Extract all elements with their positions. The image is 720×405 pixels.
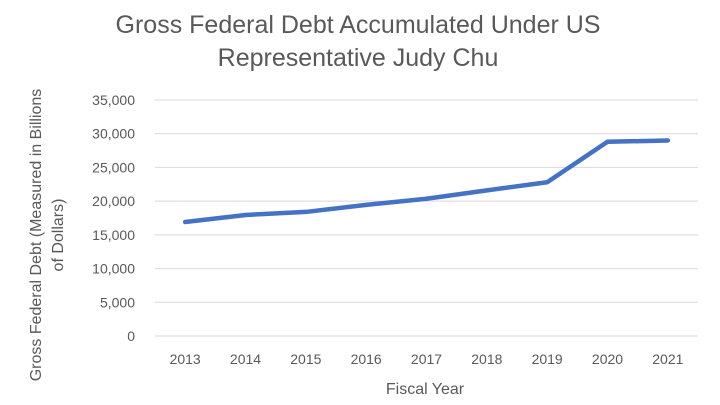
data-point bbox=[545, 180, 550, 185]
data-point bbox=[484, 188, 489, 193]
y-axis-title-line-2: of Dollars) bbox=[50, 199, 67, 272]
x-tick-label: 2019 bbox=[532, 351, 563, 367]
x-tick-label: 2013 bbox=[170, 351, 201, 367]
y-tick-label: 15,000 bbox=[92, 227, 135, 243]
x-axis-title: Fiscal Year bbox=[386, 381, 465, 398]
y-tick-label: 25,000 bbox=[92, 159, 135, 175]
x-tick-label: 2016 bbox=[351, 351, 382, 367]
data-point bbox=[183, 220, 188, 225]
x-tick-label: 2017 bbox=[411, 351, 442, 367]
y-tick-label: 20,000 bbox=[92, 193, 135, 209]
x-tick-label: 2020 bbox=[592, 351, 623, 367]
gridlines bbox=[155, 99, 698, 337]
x-axis-ticks: 2013 2014 2015 2016 2017 2018 2019 2020 2021 bbox=[170, 351, 684, 367]
series-line bbox=[182, 138, 671, 225]
data-point bbox=[424, 196, 429, 201]
data-point bbox=[243, 212, 248, 217]
y-tick-label: 30,000 bbox=[92, 126, 135, 142]
x-tick-label: 2018 bbox=[471, 351, 502, 367]
y-axis-ticks: 0 5,000 10,000 15,000 20,000 25,000 30,000 35,0… bbox=[92, 92, 135, 344]
y-axis-title-line-1: Gross Federal Debt (Measured in Billions bbox=[28, 89, 45, 382]
y-tick-label: 10,000 bbox=[92, 261, 135, 277]
x-tick-label: 2014 bbox=[230, 351, 261, 367]
y-axis-title: Gross Federal Debt (Measured in Billions… bbox=[28, 89, 67, 382]
series-group bbox=[182, 138, 671, 225]
data-point bbox=[605, 139, 610, 144]
y-tick-label: 5,000 bbox=[100, 294, 135, 310]
x-tick-label: 2021 bbox=[652, 351, 683, 367]
y-tick-label: 35,000 bbox=[92, 92, 135, 108]
chart-title-line-1: Gross Federal Debt Accumulated Under US bbox=[116, 11, 601, 39]
chart-title-line-2: Representative Judy Chu bbox=[218, 44, 499, 72]
x-tick-label: 2015 bbox=[290, 351, 321, 367]
data-point bbox=[303, 209, 308, 214]
data-point bbox=[665, 138, 670, 143]
y-tick-label: 0 bbox=[127, 328, 135, 344]
data-point bbox=[364, 202, 369, 207]
